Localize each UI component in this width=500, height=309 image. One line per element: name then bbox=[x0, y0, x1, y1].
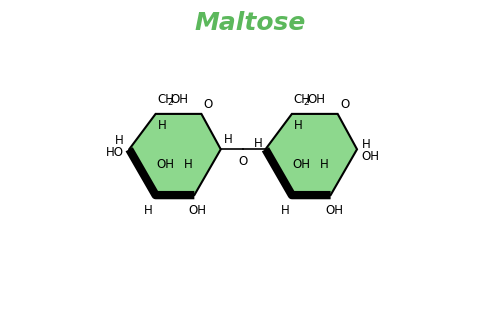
Polygon shape bbox=[266, 114, 357, 195]
Text: OH: OH bbox=[307, 93, 325, 106]
Text: OH: OH bbox=[156, 159, 174, 171]
Text: H: H bbox=[144, 204, 153, 217]
Text: H: H bbox=[362, 138, 370, 151]
Polygon shape bbox=[129, 114, 221, 195]
Text: H: H bbox=[158, 119, 166, 132]
Text: OH: OH bbox=[170, 93, 188, 106]
Text: O: O bbox=[238, 155, 248, 168]
Text: H: H bbox=[224, 133, 232, 146]
Text: CH: CH bbox=[157, 93, 174, 106]
Text: OH: OH bbox=[292, 159, 310, 171]
Text: OH: OH bbox=[189, 204, 207, 217]
Text: OH: OH bbox=[325, 204, 343, 217]
Text: 2: 2 bbox=[167, 98, 172, 107]
Text: H: H bbox=[280, 204, 289, 217]
Text: H: H bbox=[294, 119, 303, 132]
Text: H: H bbox=[320, 159, 329, 171]
Text: OH: OH bbox=[362, 150, 380, 163]
Text: H: H bbox=[254, 137, 262, 150]
Text: O: O bbox=[204, 99, 213, 112]
Text: H: H bbox=[184, 159, 192, 171]
Text: 2: 2 bbox=[304, 98, 309, 107]
Text: Maltose: Maltose bbox=[194, 11, 306, 35]
Text: O: O bbox=[340, 99, 349, 112]
Text: HO: HO bbox=[106, 146, 124, 159]
Text: H: H bbox=[115, 133, 124, 146]
Text: CH: CH bbox=[294, 93, 310, 106]
